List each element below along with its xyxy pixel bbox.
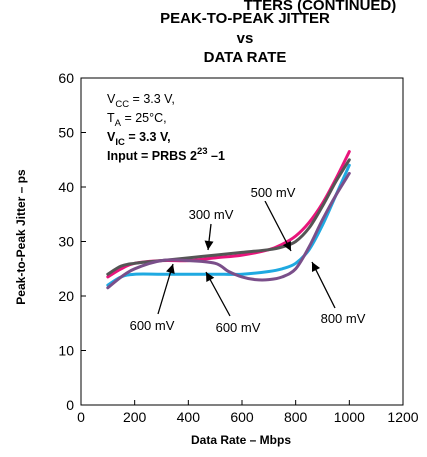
annotation-bg xyxy=(242,183,304,201)
series-lines xyxy=(106,150,351,290)
annotation-label: 300 mV xyxy=(189,207,234,222)
chart-title: PEAK-TO-PEAK JITTER xyxy=(160,10,330,27)
annotation-arrowhead xyxy=(312,262,321,273)
y-tick-label: 10 xyxy=(58,343,74,359)
chart-title-vs: vs xyxy=(237,30,254,47)
condition-line: VIC = 3.3 V, xyxy=(107,130,171,148)
annotation-bg xyxy=(312,309,374,327)
y-tick-label: 20 xyxy=(58,288,74,304)
condition-line: TA = 25°C, xyxy=(107,111,167,129)
annotation-arrowhead xyxy=(204,240,214,250)
plot-frame xyxy=(80,77,404,406)
axis-ticks: 0 200 400 600 800 1000 1200 0 10 20 30 40 50 60 xyxy=(58,70,418,425)
annotation-bg xyxy=(121,316,183,334)
y-tick-label: 40 xyxy=(58,179,74,195)
x-tick-label: 200 xyxy=(123,409,147,425)
annotation-arrowhead xyxy=(282,240,291,251)
annotations: 300 mV 500 mV 600 mV 600 mV 800 mV xyxy=(121,183,374,336)
condition-line: VCC = 3.3 V, xyxy=(107,92,175,110)
y-tick-label: 0 xyxy=(66,397,74,413)
annotation-label: 600 mV xyxy=(216,320,261,335)
annotation-label: 600 mV xyxy=(130,318,175,333)
x-tick-label: 800 xyxy=(284,409,308,425)
x-tick-label: 1000 xyxy=(334,409,365,425)
condition-line: Input = PRBS 223 –1 xyxy=(107,146,225,163)
annotation-bg xyxy=(207,318,269,336)
x-tick-label: 600 xyxy=(230,409,254,425)
annotation-arrowhead xyxy=(166,264,175,274)
y-tick-label: 50 xyxy=(58,125,74,141)
annotation-label: 500 mV xyxy=(251,185,296,200)
series-line-500-mv xyxy=(106,158,351,276)
chart-title-line3: DATA RATE xyxy=(204,49,287,66)
annotation-bg xyxy=(180,205,242,223)
y-tick-label: 30 xyxy=(58,234,74,250)
x-tick-label: 0 xyxy=(77,409,85,425)
x-tick-label: 1200 xyxy=(387,409,418,425)
y-axis-label: Peak-to-Peak Jitter – ps xyxy=(14,169,28,305)
x-axis-label: Data Rate – Mbps xyxy=(191,433,291,447)
series-line-600-mv xyxy=(106,163,351,287)
annotation-arrowhead xyxy=(206,272,215,283)
series-line-800-mv xyxy=(106,171,351,290)
annotation-label: 800 mV xyxy=(321,311,366,326)
annotation-pointer xyxy=(264,200,292,252)
y-tick-label: 60 xyxy=(58,70,74,86)
x-tick-label: 400 xyxy=(177,409,201,425)
chart-header-fragment: TTERS (CONTINUED) xyxy=(244,0,397,14)
test-conditions: VCC = 3.3 V,TA = 25°C,VIC = 3.3 V,Input … xyxy=(107,92,225,163)
